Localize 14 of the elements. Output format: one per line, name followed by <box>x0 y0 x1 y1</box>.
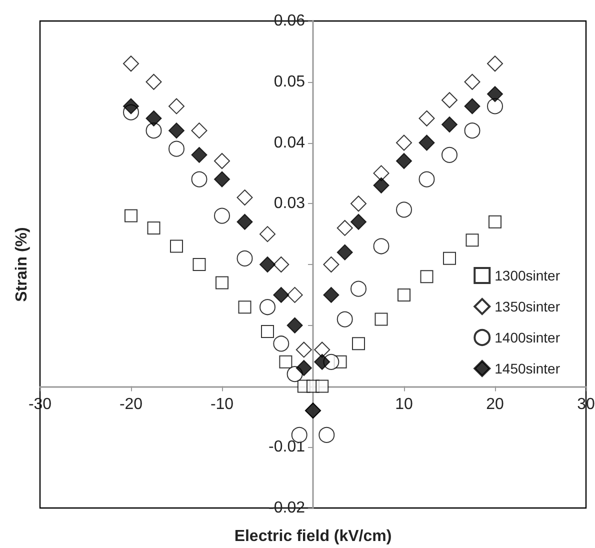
y-tick-label: 0.05 <box>274 73 306 90</box>
x-tick-label: 20 <box>486 396 504 413</box>
y-axis-title: Strain (%) <box>14 227 30 302</box>
legend-label: 1350sinter <box>494 298 560 314</box>
legend-label: 1300sinter <box>494 268 560 284</box>
y-tick-label: 0.04 <box>274 134 306 152</box>
y-tick-label: -0.01 <box>268 438 306 456</box>
y-tick-label: 0.03 <box>274 195 306 212</box>
legend-label: 1450sinter <box>494 360 560 376</box>
x-tick-label: 10 <box>395 396 413 413</box>
x-tick-label: -10 <box>210 396 234 413</box>
legend-label: 1400sinter <box>494 330 560 346</box>
x-axis-title: Electric field (kV/cm) <box>234 528 392 545</box>
x-tick-label: -20 <box>119 396 143 413</box>
